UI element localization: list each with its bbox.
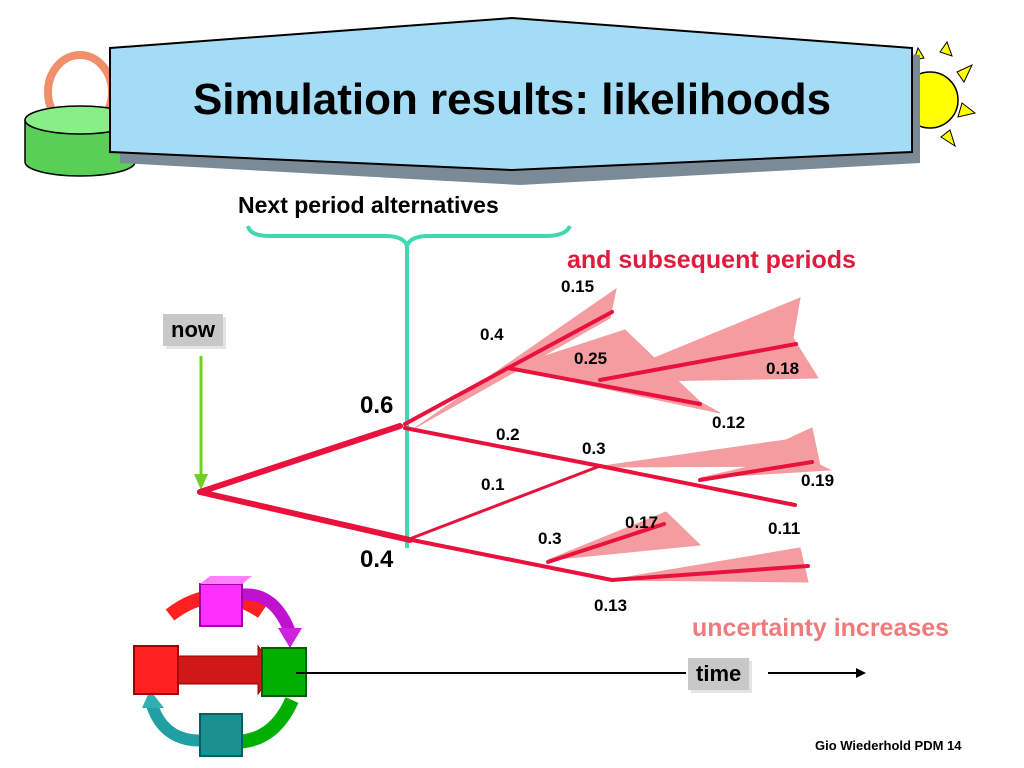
branch-012 xyxy=(506,366,702,406)
prob-017: 0.17 xyxy=(625,513,659,532)
branch-015 xyxy=(506,310,614,370)
prob-01: 0.1 xyxy=(481,475,505,494)
prob-03-upper: 0.3 xyxy=(582,439,606,458)
prob-02: 0.2 xyxy=(496,425,520,444)
branch-011 xyxy=(598,464,797,507)
time-label: time xyxy=(688,658,750,690)
time-axis xyxy=(296,668,866,678)
prob-013: 0.13 xyxy=(594,596,628,615)
prob-019: 0.19 xyxy=(801,471,835,490)
branch-018 xyxy=(598,342,798,382)
now-arrow xyxy=(194,356,208,490)
now-label: now xyxy=(163,314,223,346)
subsequent-periods-label: and subsequent periods xyxy=(567,246,856,274)
branch-01 xyxy=(410,464,602,540)
slide-title: Simulation results: likelihoods xyxy=(192,75,832,124)
branch-04 xyxy=(403,366,510,426)
branch-013 xyxy=(610,564,810,582)
branch-019 xyxy=(698,460,814,482)
branch-lower xyxy=(197,489,413,543)
prob-012: 0.12 xyxy=(712,413,746,432)
period-brace xyxy=(246,225,572,253)
prob-03-lower: 0.3 xyxy=(538,529,562,548)
title-banner xyxy=(109,16,920,185)
next-period-label: Next period alternatives xyxy=(238,192,499,218)
footer-credit: Gio Wiederhold PDM 14 xyxy=(815,738,962,753)
probability-tree xyxy=(197,310,814,582)
uncertainty-label: uncertainty increases xyxy=(692,614,950,642)
cone-019-tip xyxy=(699,454,832,479)
prob-lower-branch: 0.4 xyxy=(360,546,394,573)
prob-upper-branch: 0.6 xyxy=(360,392,394,419)
branch-017 xyxy=(546,522,666,564)
branch-02 xyxy=(403,426,602,468)
prob-025: 0.25 xyxy=(574,349,608,368)
cylinder-icon xyxy=(24,51,136,177)
prob-015: 0.15 xyxy=(561,277,595,296)
cone-018 xyxy=(595,297,819,383)
branch-lower-cont xyxy=(410,538,614,582)
prob-011: 0.11 xyxy=(768,519,801,538)
cone-019 xyxy=(595,427,821,468)
process-cycle-icon xyxy=(133,576,307,757)
branch-upper xyxy=(197,423,403,495)
prob-018: 0.18 xyxy=(766,359,800,378)
prob-04: 0.4 xyxy=(480,325,504,344)
